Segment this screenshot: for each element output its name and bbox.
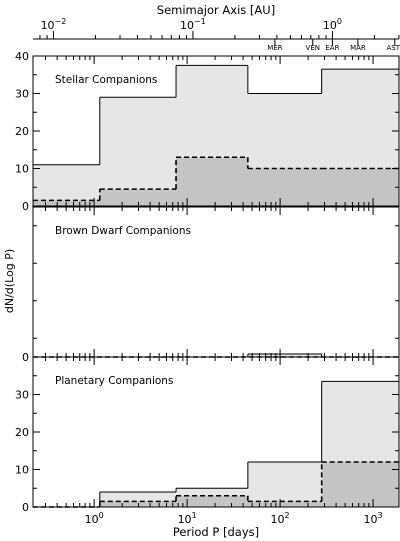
panel-title: Stellar Companions <box>55 74 157 86</box>
top-tick-label: 10−1 <box>180 17 206 32</box>
y-tick-label: 0 <box>22 200 29 213</box>
planet-label: EAR <box>325 44 339 52</box>
y-tick-label: 0 <box>22 501 29 514</box>
inner-hist-fill <box>33 462 399 507</box>
y-tick-label: 10 <box>15 464 29 477</box>
x-tick-label: 102 <box>271 511 290 526</box>
planet-label: AST <box>386 44 400 52</box>
y-axis-label: dN/d(Log P) <box>3 249 16 313</box>
panel-2: 0 Brown Dwarf Companions <box>22 206 400 364</box>
x-axis-label: Period P [days] <box>173 525 259 539</box>
y-tick-label: 0 <box>22 351 29 364</box>
x-tick-label: 103 <box>364 511 383 526</box>
x-tick-label: 100 <box>85 511 104 526</box>
top-tick-label: 10−2 <box>41 17 67 32</box>
planet-label: VEN <box>306 44 320 52</box>
panel-title: Planetary Companions <box>55 375 173 387</box>
inner-hist-fill <box>33 157 399 206</box>
planet-label: MAR <box>350 44 366 52</box>
y-tick-label: 30 <box>15 389 29 402</box>
panel-1: 0 10 20 30 40 Stellar Companions <box>15 50 400 213</box>
y-tick-label: 30 <box>15 88 29 101</box>
planet-label: MER <box>267 44 282 52</box>
y-tick-label: 10 <box>15 163 29 176</box>
top-tick-label: 100 <box>323 17 342 32</box>
y-tick-label: 40 <box>15 50 29 63</box>
top-axis: 10−2 10−1 100 MER VEN EAR MAR AST <box>33 17 400 52</box>
y-tick-label: 20 <box>15 426 29 439</box>
panel-3: 0 10 20 30 Planetary Companions <box>15 356 400 514</box>
panels: 0 10 20 30 40 Stellar Companions 0 Brown Dwarf … <box>15 50 400 514</box>
y-tick-label: 20 <box>15 125 29 138</box>
top-axis-label: Semimajor Axis [AU] <box>157 3 275 17</box>
bottom-axis: 100 101 102 103 <box>85 511 383 526</box>
outer-hist-fill <box>33 381 399 507</box>
panel-title: Brown Dwarf Companions <box>55 225 191 237</box>
x-tick-label: 101 <box>178 511 197 526</box>
